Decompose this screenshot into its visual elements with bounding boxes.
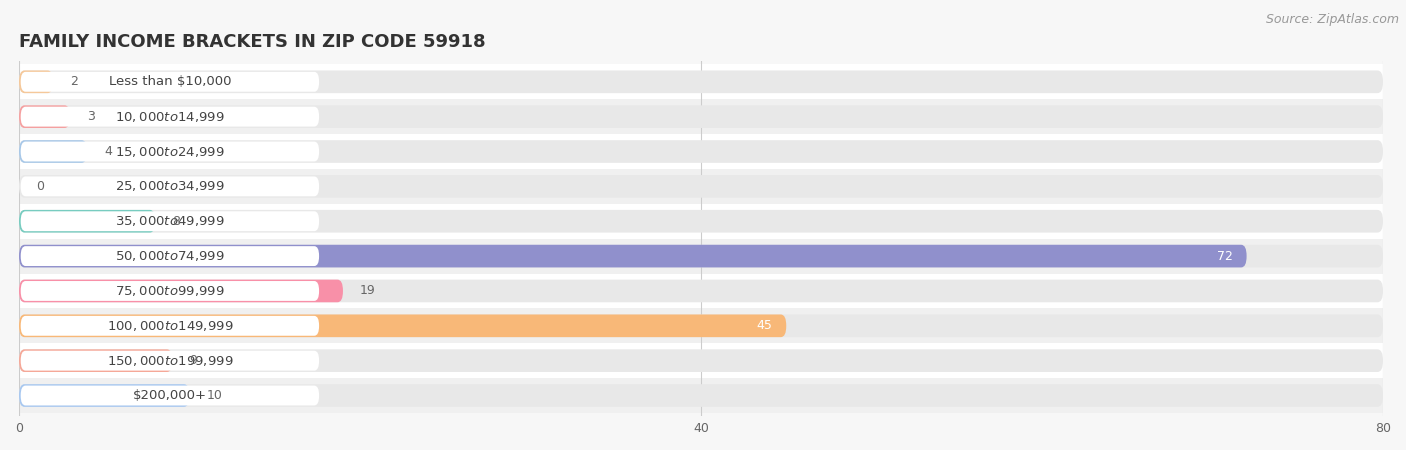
- FancyBboxPatch shape: [20, 384, 190, 407]
- FancyBboxPatch shape: [20, 105, 1384, 128]
- FancyBboxPatch shape: [20, 315, 1384, 337]
- FancyBboxPatch shape: [20, 175, 1384, 198]
- FancyBboxPatch shape: [20, 105, 70, 128]
- FancyBboxPatch shape: [21, 351, 319, 371]
- FancyBboxPatch shape: [20, 140, 87, 163]
- FancyBboxPatch shape: [20, 210, 156, 233]
- Text: 72: 72: [1218, 250, 1233, 263]
- Text: 10: 10: [207, 389, 222, 402]
- Text: 9: 9: [190, 354, 197, 367]
- Text: Less than $10,000: Less than $10,000: [108, 75, 231, 88]
- FancyBboxPatch shape: [21, 142, 319, 162]
- Text: $75,000 to $99,999: $75,000 to $99,999: [115, 284, 225, 298]
- Text: 45: 45: [756, 320, 773, 332]
- FancyBboxPatch shape: [20, 245, 1384, 267]
- FancyBboxPatch shape: [21, 386, 319, 405]
- FancyBboxPatch shape: [21, 107, 319, 126]
- Text: $200,000+: $200,000+: [134, 389, 207, 402]
- FancyBboxPatch shape: [20, 315, 786, 337]
- Text: 3: 3: [87, 110, 96, 123]
- FancyBboxPatch shape: [21, 246, 319, 266]
- Text: Source: ZipAtlas.com: Source: ZipAtlas.com: [1265, 14, 1399, 27]
- Text: FAMILY INCOME BRACKETS IN ZIP CODE 59918: FAMILY INCOME BRACKETS IN ZIP CODE 59918: [20, 33, 485, 51]
- FancyBboxPatch shape: [0, 238, 1406, 274]
- FancyBboxPatch shape: [20, 279, 1384, 302]
- Text: 0: 0: [37, 180, 44, 193]
- Text: $25,000 to $34,999: $25,000 to $34,999: [115, 180, 225, 194]
- FancyBboxPatch shape: [21, 176, 319, 196]
- FancyBboxPatch shape: [0, 308, 1406, 343]
- Text: $15,000 to $24,999: $15,000 to $24,999: [115, 144, 225, 158]
- Text: $100,000 to $149,999: $100,000 to $149,999: [107, 319, 233, 333]
- FancyBboxPatch shape: [21, 72, 319, 92]
- Text: $35,000 to $49,999: $35,000 to $49,999: [115, 214, 225, 228]
- Text: $50,000 to $74,999: $50,000 to $74,999: [115, 249, 225, 263]
- FancyBboxPatch shape: [20, 210, 1384, 233]
- Text: 8: 8: [173, 215, 180, 228]
- FancyBboxPatch shape: [20, 71, 1384, 93]
- FancyBboxPatch shape: [21, 281, 319, 301]
- Text: 4: 4: [104, 145, 112, 158]
- Text: $150,000 to $199,999: $150,000 to $199,999: [107, 354, 233, 368]
- FancyBboxPatch shape: [0, 99, 1406, 134]
- FancyBboxPatch shape: [0, 274, 1406, 308]
- FancyBboxPatch shape: [20, 384, 1384, 407]
- Text: $10,000 to $14,999: $10,000 to $14,999: [115, 110, 225, 124]
- FancyBboxPatch shape: [0, 204, 1406, 238]
- FancyBboxPatch shape: [20, 279, 343, 302]
- FancyBboxPatch shape: [20, 349, 173, 372]
- Text: 19: 19: [360, 284, 375, 297]
- FancyBboxPatch shape: [0, 343, 1406, 378]
- FancyBboxPatch shape: [20, 140, 1384, 163]
- FancyBboxPatch shape: [0, 378, 1406, 413]
- FancyBboxPatch shape: [0, 169, 1406, 204]
- FancyBboxPatch shape: [20, 245, 1247, 267]
- FancyBboxPatch shape: [0, 64, 1406, 99]
- FancyBboxPatch shape: [20, 349, 1384, 372]
- FancyBboxPatch shape: [21, 316, 319, 336]
- FancyBboxPatch shape: [20, 71, 53, 93]
- FancyBboxPatch shape: [0, 134, 1406, 169]
- Text: 2: 2: [70, 75, 77, 88]
- FancyBboxPatch shape: [21, 212, 319, 231]
